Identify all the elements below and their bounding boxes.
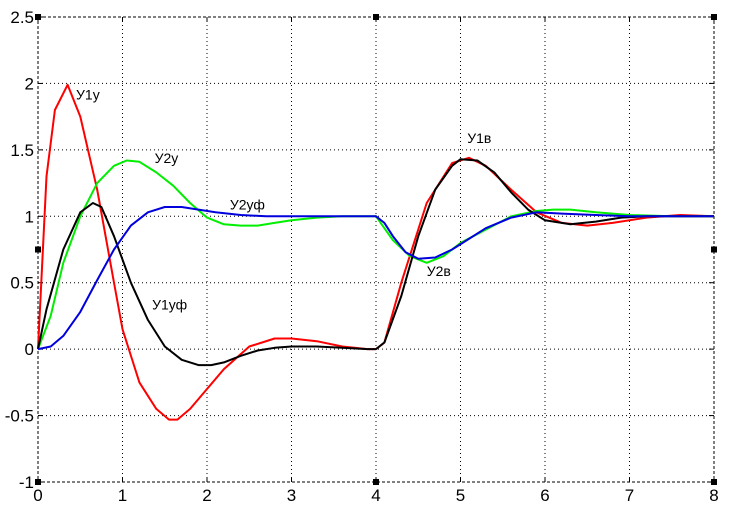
y-tick-label: -1 [19, 473, 34, 492]
annotation-label: У2уф [230, 197, 265, 213]
x-tick-label: 4 [371, 486, 380, 505]
selection-handle [373, 14, 379, 20]
y-tick-label: 0.5 [10, 274, 34, 293]
y-tick-label: 2.5 [10, 8, 34, 27]
selection-handle [35, 246, 41, 253]
y-tick-label: 2 [25, 74, 34, 93]
x-tick-label: 5 [456, 486, 465, 505]
series-line-1 [37, 83, 715, 421]
x-tick-label: 8 [709, 486, 718, 505]
x-tick-label: 7 [625, 486, 634, 505]
selection-handle [711, 479, 717, 485]
y-tick-label: 1.5 [10, 141, 34, 160]
y-tick-label: 0 [25, 340, 34, 359]
x-tick-label: 3 [287, 486, 296, 505]
x-tick-label: 1 [118, 486, 127, 505]
annotation-label: У1в [467, 130, 491, 146]
series-line-2 [37, 159, 714, 350]
annotation-label: У1уф [152, 296, 187, 312]
x-tick-label: 0 [33, 486, 42, 505]
y-tick-label: -0.5 [5, 407, 34, 426]
annotation-label: У2в [427, 263, 451, 279]
selection-handle [35, 14, 41, 20]
x-tick-label: 2 [202, 486, 211, 505]
selection-handle [35, 479, 41, 485]
series-line-4 [37, 206, 714, 351]
annotation-label: У2у [155, 150, 179, 166]
x-tick-label: 6 [540, 486, 549, 505]
selection-handle [373, 479, 379, 485]
selection-handle [711, 14, 717, 20]
series-line-3 [37, 158, 714, 367]
y-tick-label: 1 [25, 207, 34, 226]
annotation-label: У1у [76, 86, 100, 102]
selection-handle [711, 246, 717, 253]
